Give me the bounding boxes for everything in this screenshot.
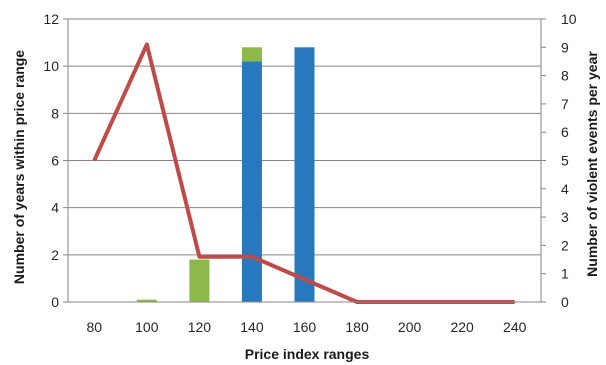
left-y-tick-label: 10 <box>43 58 59 74</box>
bar-series <box>136 47 315 303</box>
right-y-tick-label: 10 <box>561 11 577 27</box>
bar <box>189 259 210 302</box>
left-y-tick-label: 8 <box>51 105 59 121</box>
x-tick-label: 160 <box>293 319 317 335</box>
bar <box>241 47 262 62</box>
x-tick-label: 180 <box>345 319 369 335</box>
x-tick-label: 100 <box>135 319 159 335</box>
left-y-tick-label: 6 <box>51 153 59 169</box>
x-tick-label: 200 <box>398 319 422 335</box>
right-y-tick-label: 0 <box>561 294 569 310</box>
left-y-tick-label: 2 <box>51 247 59 263</box>
left-y-tick-label: 12 <box>43 11 59 27</box>
right-y-tick-label: 1 <box>561 266 569 282</box>
left-y-tick-label: 4 <box>51 200 59 216</box>
bar <box>294 47 315 302</box>
x-tick-label: 220 <box>450 319 474 335</box>
x-tick-label: 80 <box>86 319 102 335</box>
right-y-axis-title: Number of violent events per year <box>584 51 600 277</box>
right-y-tick-label: 5 <box>561 153 569 169</box>
right-y-tick-label: 7 <box>561 96 569 112</box>
bar <box>136 299 157 302</box>
right-y-tick-label: 8 <box>561 68 569 84</box>
x-tick-label: 120 <box>188 319 212 335</box>
right-y-tick-label: 6 <box>561 124 569 140</box>
x-axis-title: Price index ranges <box>245 346 370 362</box>
x-tick-label: 140 <box>240 319 264 335</box>
right-y-tick-label: 3 <box>561 209 569 225</box>
left-y-tick-label: 0 <box>51 294 59 310</box>
right-y-tick-label: 2 <box>561 237 569 253</box>
right-y-tick-label: 9 <box>561 39 569 55</box>
right-y-tick-label: 4 <box>561 181 569 197</box>
bar <box>241 61 262 303</box>
left-y-axis-title: Number of years within price range <box>11 50 27 284</box>
x-tick-label: 240 <box>503 319 527 335</box>
axes <box>63 18 546 303</box>
